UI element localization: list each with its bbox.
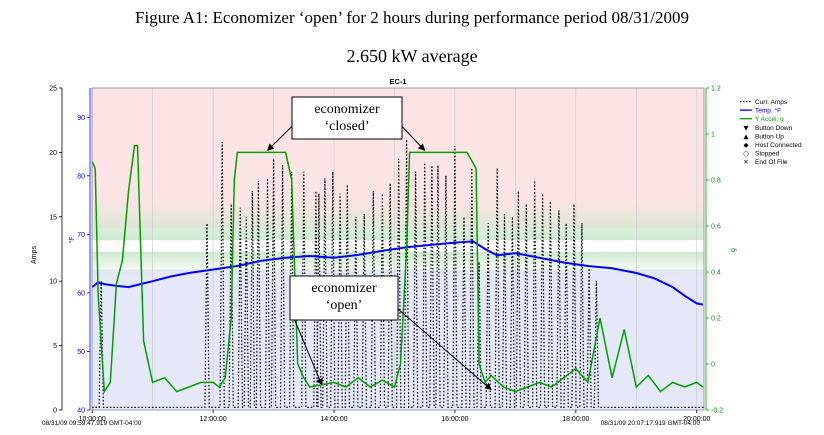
legend-label: Stopped — [755, 151, 780, 158]
x-tick-label: 16:00:00 — [441, 416, 468, 423]
chart-title: EC-1 — [389, 77, 406, 86]
x-tick-label: 10:00:00 — [79, 416, 106, 423]
legend-label: Curr. Amps — [755, 99, 788, 106]
legend-marker: ▲ — [744, 132, 749, 140]
amps-tick-label: 0 — [53, 408, 57, 415]
annotation-text: ‘open’ — [326, 298, 363, 313]
annotation-text: economizer — [314, 102, 380, 117]
series-line-temp — [92, 240, 703, 306]
x-tick-label: 18:00:00 — [562, 416, 589, 423]
annotation-arrow — [267, 126, 293, 151]
annotation-arrow — [289, 308, 323, 386]
legend-label: Button Down — [755, 125, 793, 132]
x-start-label: 08/31/09 09:59:47.919 GMT-04:00 — [42, 420, 142, 427]
annotation-text: economizer — [311, 281, 377, 296]
amps-tick-label: 5 — [53, 343, 57, 350]
accel-tick-label: 1 — [711, 132, 715, 139]
figure-subtitle: 2.650 kW average — [346, 46, 478, 66]
legend-label: Button Up — [755, 133, 784, 140]
temp-tick-label: 50 — [77, 349, 85, 356]
temp-tick-label: 80 — [77, 173, 85, 180]
amps-tick-label: 15 — [49, 214, 57, 221]
band-gradient-0 — [92, 199, 704, 241]
accel-axis-label: g — [730, 248, 737, 252]
legend-label: Y Accel. g — [755, 116, 784, 123]
annotation-arrow — [401, 126, 426, 151]
annotation-text: ‘closed’ — [324, 119, 369, 134]
plot-frame — [91, 87, 705, 411]
x-tick-label: 12:00:00 — [199, 416, 226, 423]
x-end-label: 08/31/09 20:07:17.919 GMT-04:00 — [601, 420, 701, 427]
annotation-box — [289, 275, 399, 321]
x-tick-label: 20:00:00 — [683, 416, 710, 423]
temp-axis-label: °F — [68, 236, 76, 243]
legend-marker: ▼ — [744, 124, 749, 132]
x-tick-label: 14:00:00 — [320, 416, 347, 423]
accel-tick-label: -0.2 — [711, 408, 723, 415]
figure-title: Figure A1: Economizer ‘open’ for 2 hours… — [135, 8, 689, 27]
temp-tick-label: 90 — [77, 115, 85, 122]
annotation-box — [291, 96, 403, 140]
accel-tick-label: 1.2 — [711, 86, 721, 93]
accel-tick-label: 0.6 — [711, 224, 721, 231]
series-line-amps — [92, 139, 704, 408]
amps-tick-label: 25 — [49, 86, 57, 93]
legend-label: Host Connected — [755, 142, 802, 149]
amps-tick-label: 20 — [49, 150, 57, 157]
legend-marker: ◆ — [744, 141, 749, 149]
amps-axis-label: Amps — [31, 246, 38, 264]
series-line-accel — [92, 144, 704, 394]
temp-tick-label: 60 — [77, 290, 85, 297]
legend-label: Temp. °F — [755, 107, 781, 115]
legend-label: End Of File — [755, 159, 788, 166]
accel-tick-label: 0.8 — [711, 178, 721, 185]
legend-marker: ○ — [743, 150, 749, 158]
annotations: economizer ‘closed’ economizer ‘open’ — [267, 96, 492, 391]
amps-tick-label: 10 — [49, 279, 57, 286]
accel-tick-label: 0.2 — [711, 316, 721, 323]
temp-tick-label: 70 — [77, 232, 85, 239]
accel-tick-label: 0 — [711, 362, 715, 369]
accel-tick-label: 0.4 — [711, 270, 721, 277]
annotation-arrow — [397, 308, 492, 391]
temp-tick-label: 40 — [77, 408, 85, 415]
legend-marker: ✕ — [743, 158, 748, 166]
